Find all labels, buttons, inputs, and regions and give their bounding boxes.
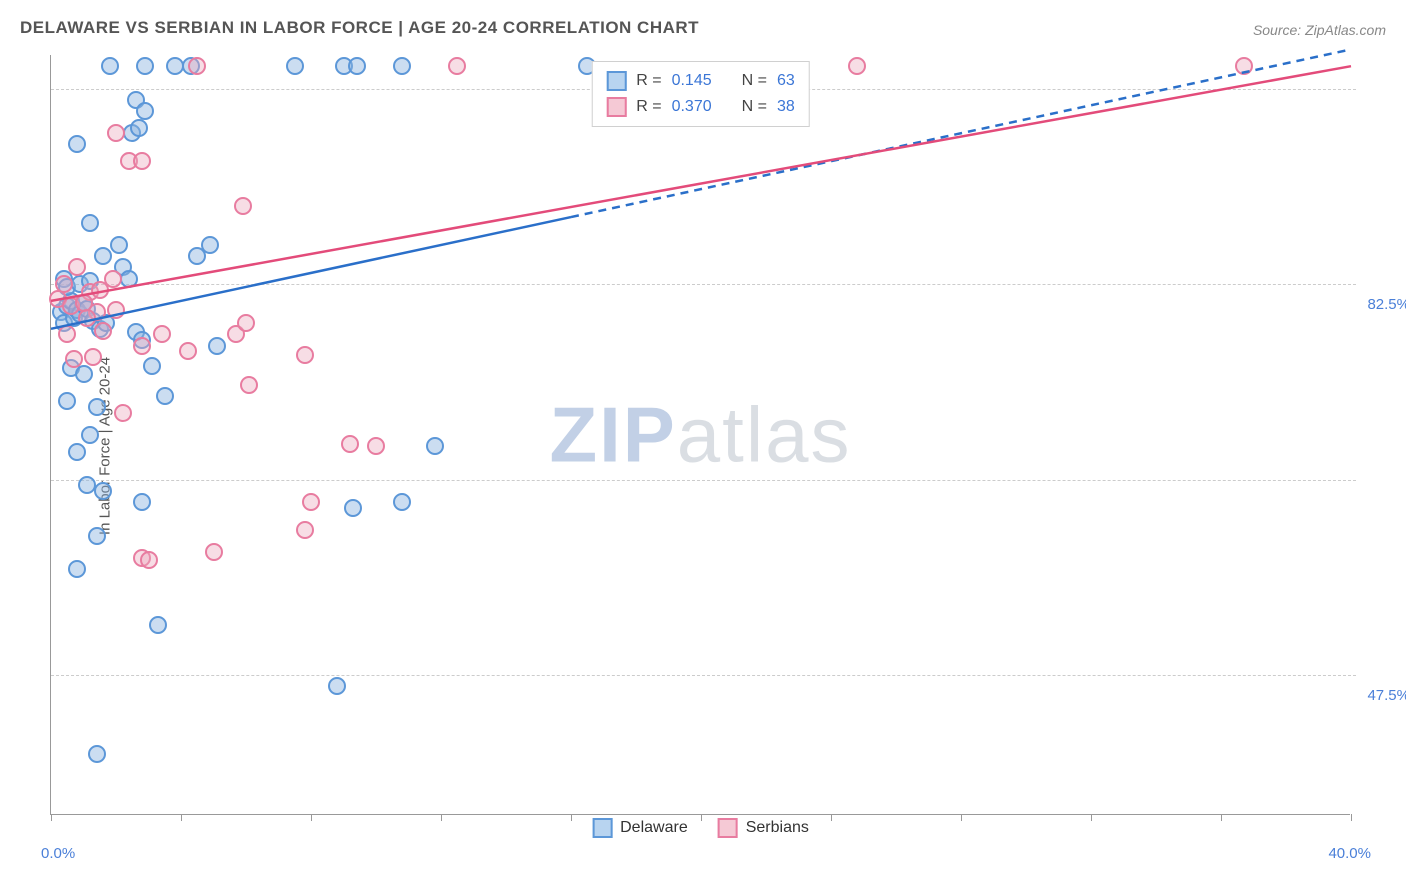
r-label: R =	[636, 68, 661, 94]
x-tick	[1221, 814, 1222, 821]
r-label: R =	[636, 94, 661, 120]
legend-label: Delaware	[620, 819, 688, 837]
x-tick	[441, 814, 442, 821]
legend-row: R = 0.145 N = 63	[606, 68, 795, 94]
trend-line	[51, 217, 571, 329]
x-tick-label: 40.0%	[1311, 845, 1371, 862]
correlation-legend: R = 0.145 N = 63 R = 0.370 N = 38	[591, 61, 810, 127]
legend-row: R = 0.370 N = 38	[606, 94, 795, 120]
trend-lines-layer	[51, 55, 1351, 815]
x-tick-label: 0.0%	[41, 845, 75, 862]
x-tick	[51, 814, 52, 821]
x-tick	[311, 814, 312, 821]
x-tick	[961, 814, 962, 821]
legend-swatch	[606, 97, 626, 117]
n-label: N =	[742, 94, 767, 120]
y-tick-label: 82.5%	[1367, 296, 1406, 313]
legend-swatch	[606, 71, 626, 91]
r-value: 0.370	[672, 94, 712, 120]
source-label: Source: ZipAtlas.com	[1253, 22, 1386, 38]
x-tick	[831, 814, 832, 821]
chart-container: DELAWARE VS SERBIAN IN LABOR FORCE | AGE…	[0, 0, 1406, 892]
x-tick	[181, 814, 182, 821]
legend-item: Serbians	[718, 818, 809, 838]
legend-label: Serbians	[746, 819, 809, 837]
legend-swatch	[718, 818, 738, 838]
legend-swatch	[592, 818, 612, 838]
n-label: N =	[742, 68, 767, 94]
r-value: 0.145	[672, 68, 712, 94]
x-tick	[571, 814, 572, 821]
n-value: 63	[777, 68, 795, 94]
chart-title: DELAWARE VS SERBIAN IN LABOR FORCE | AGE…	[20, 18, 699, 38]
x-tick	[1351, 814, 1352, 821]
plot-area: ZIPatlas 47.5%82.5%0.0%40.0% R = 0.145N …	[50, 55, 1350, 815]
x-tick	[1091, 814, 1092, 821]
y-tick-label: 47.5%	[1367, 687, 1406, 704]
legend-item: Delaware	[592, 818, 688, 838]
n-value: 38	[777, 94, 795, 120]
